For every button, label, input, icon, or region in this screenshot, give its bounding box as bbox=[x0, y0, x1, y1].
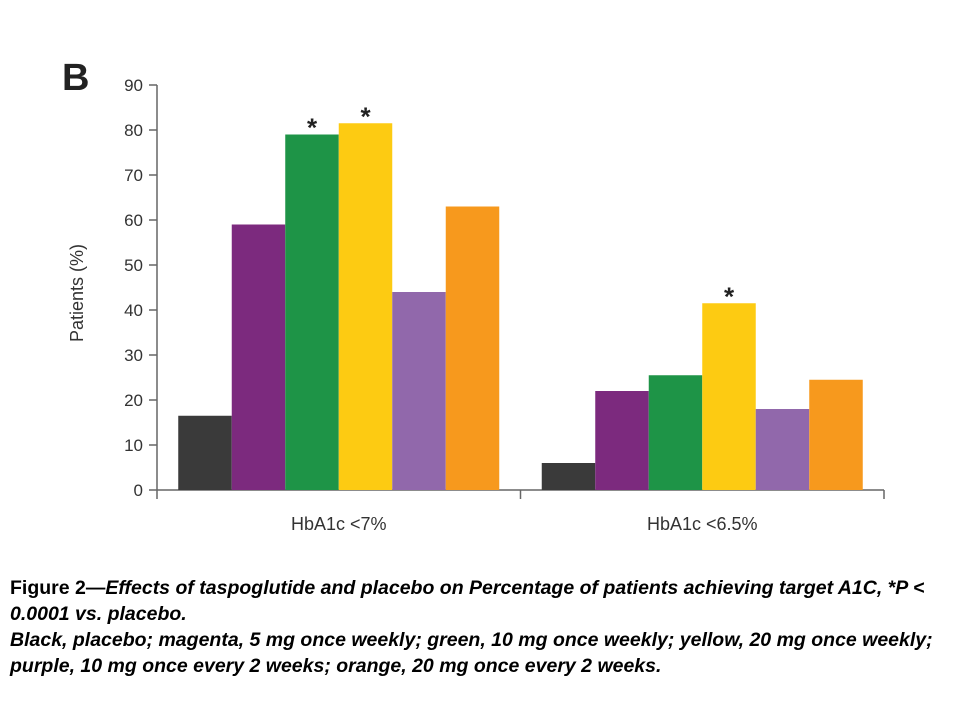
caption-line-1: Effects of taspoglutide and placebo on P… bbox=[10, 577, 925, 625]
figure-caption: Figure 2—Effects of taspoglutide and pla… bbox=[10, 575, 955, 679]
bar bbox=[178, 415, 232, 490]
y-tick-label: 40 bbox=[124, 301, 143, 320]
x-category-label: HbA1c <6.5% bbox=[647, 514, 758, 534]
y-tick-label: 60 bbox=[124, 211, 143, 230]
bar bbox=[702, 303, 756, 490]
bar bbox=[755, 409, 810, 490]
y-tick-label: 90 bbox=[124, 76, 143, 95]
panel-label: B bbox=[62, 57, 89, 99]
significance-star: * bbox=[360, 101, 371, 131]
significance-star: * bbox=[724, 281, 735, 311]
bar-chart: B Patients (%) 0 10 20 30 40 50 60 70 80 90 HbA1c … bbox=[62, 57, 885, 534]
bar bbox=[595, 391, 649, 490]
y-tick-label: 20 bbox=[124, 391, 143, 410]
y-tick-label: 30 bbox=[124, 346, 143, 365]
bar bbox=[541, 463, 596, 490]
bar bbox=[809, 379, 863, 490]
caption-lead: Figure 2— bbox=[10, 577, 106, 599]
axes: 0 10 20 30 40 50 60 70 80 90 HbA1c <7% HbA1c <6.5% bbox=[124, 76, 885, 534]
bar bbox=[445, 206, 500, 490]
y-tick-label: 10 bbox=[124, 436, 143, 455]
y-tick-label: 0 bbox=[134, 481, 143, 500]
y-tick-label: 50 bbox=[124, 256, 143, 275]
y-axis-label: Patients (%) bbox=[67, 244, 87, 342]
y-tick-label: 70 bbox=[124, 166, 143, 185]
significance-star: * bbox=[307, 113, 318, 143]
y-tick-label: 80 bbox=[124, 121, 143, 140]
bars bbox=[178, 123, 863, 490]
bar bbox=[285, 134, 339, 490]
significance-markers: * * * bbox=[307, 101, 735, 311]
bar bbox=[338, 123, 393, 490]
bar bbox=[648, 375, 703, 490]
bar bbox=[231, 224, 286, 490]
caption-line-2: Black, placebo; magenta, 5 mg once weekl… bbox=[10, 629, 933, 677]
bar bbox=[392, 292, 446, 490]
x-category-label: HbA1c <7% bbox=[291, 514, 387, 534]
